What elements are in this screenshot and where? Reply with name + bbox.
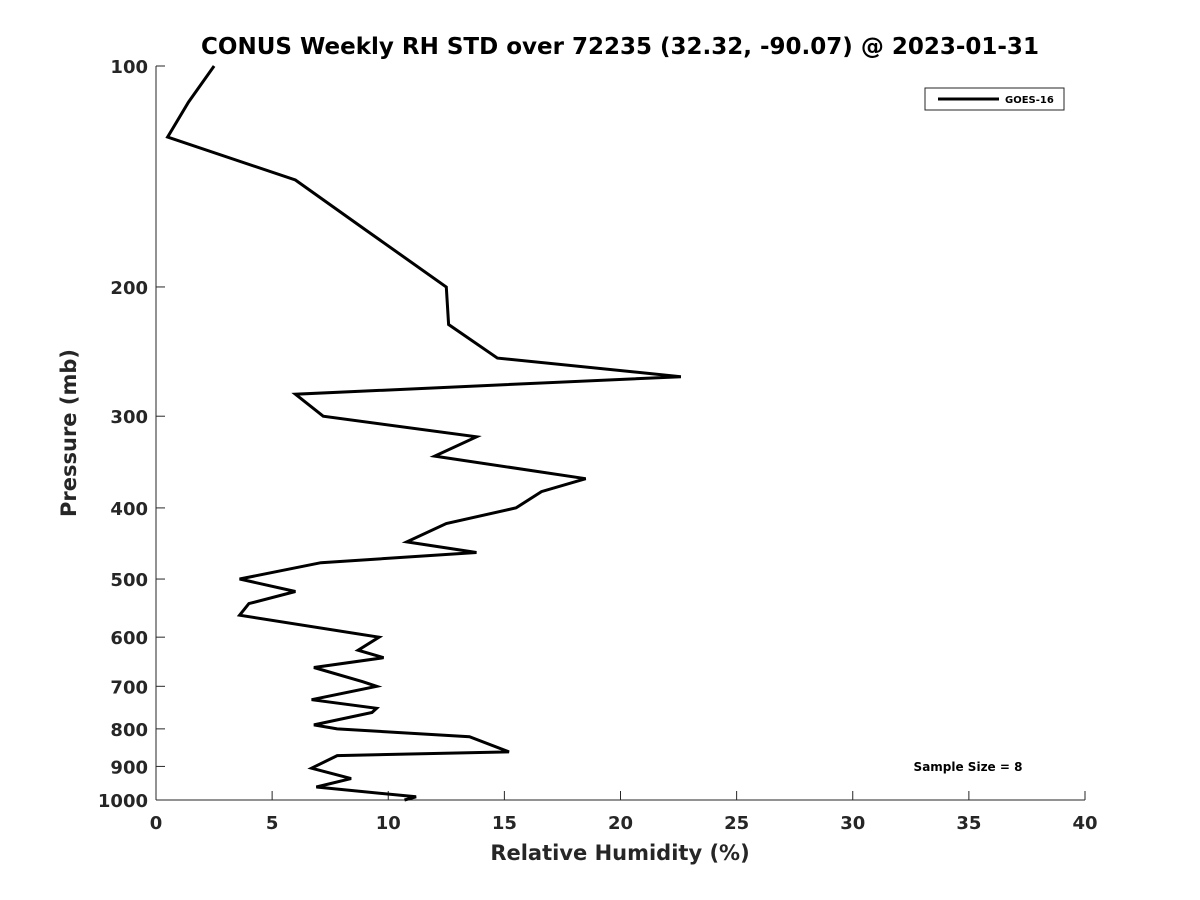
x-tick-label: 40	[1072, 813, 1097, 834]
x-tick-label: 0	[150, 813, 163, 834]
series-group	[165, 65, 682, 802]
x-axis-label: Relative Humidity (%)	[490, 841, 749, 865]
legend-label-goes-16: GOES-16	[1005, 95, 1054, 106]
y-tick-label: 900	[110, 757, 148, 778]
x-tick-label: 35	[956, 813, 981, 834]
y-tick-label: 500	[110, 570, 148, 591]
y-tick-label: 100	[110, 57, 148, 78]
x-ticks: 0 5 10 15 20 25 30 35 40	[150, 791, 1098, 834]
sample-size-annotation: Sample Size = 8	[914, 760, 1023, 774]
y-tick-label: 600	[110, 628, 148, 649]
x-tick-label: 15	[492, 813, 517, 834]
y-tick-label: 1000	[98, 791, 148, 812]
x-tick-label: 25	[724, 813, 749, 834]
x-tick-label: 5	[266, 813, 279, 834]
y-axis-label: Pressure (mb)	[57, 349, 81, 517]
y-tick-label: 400	[110, 499, 148, 520]
y-tick-label: 200	[110, 278, 148, 299]
y-tick-label: 700	[110, 677, 148, 698]
series-line-goes-16	[165, 65, 682, 802]
x-tick-label: 20	[608, 813, 633, 834]
x-tick-label: 30	[840, 813, 865, 834]
y-tick-label: 800	[110, 720, 148, 741]
y-ticks: 100 200 300 400 500 600 700 800 900 1000	[98, 57, 165, 812]
chart-title: CONUS Weekly RH STD over 72235 (32.32, -…	[201, 34, 1039, 60]
y-tick-label: 300	[110, 407, 148, 428]
legend: GOES-16	[924, 87, 1065, 111]
x-tick-label: 10	[376, 813, 401, 834]
